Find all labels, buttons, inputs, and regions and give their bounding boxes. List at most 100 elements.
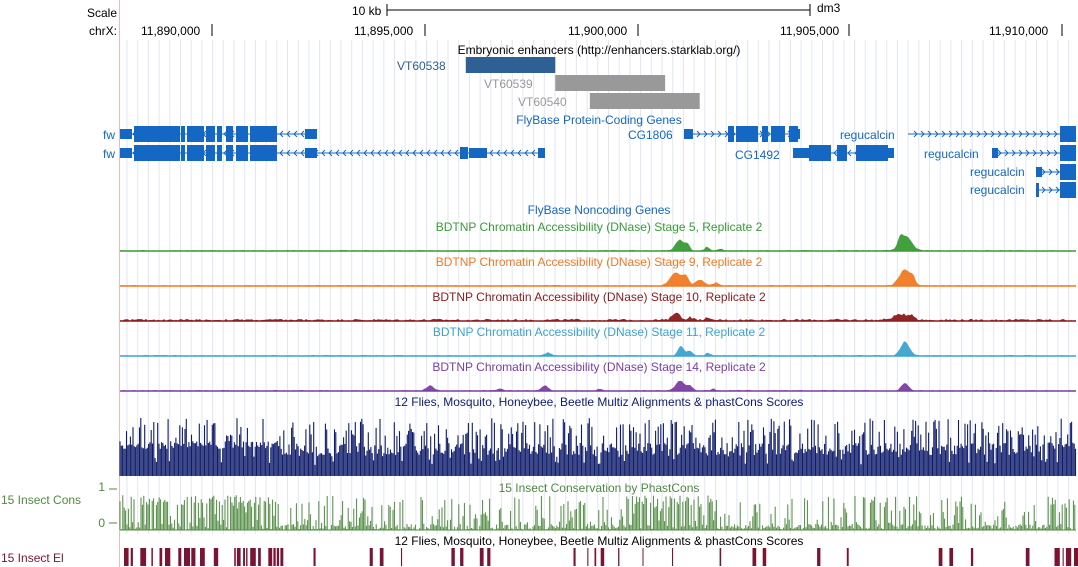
gene-strand-arrow: [927, 130, 932, 138]
conserved-element: [642, 548, 644, 566]
gene-label[interactable]: regucalcin: [970, 183, 1025, 197]
gene-exon: [460, 147, 468, 159]
gene-strand-arrow: [370, 149, 375, 157]
conserved-element: [752, 548, 757, 566]
conserved-element: [234, 548, 236, 566]
gene-strand-arrow: [335, 149, 340, 157]
gene-strand-arrow: [300, 130, 305, 138]
conserved-element: [719, 548, 722, 566]
gene-label[interactable]: CG1806: [628, 128, 673, 142]
conserved-element: [672, 548, 674, 566]
gene-strand-arrow: [913, 130, 918, 138]
conserved-element: [178, 548, 182, 566]
conserved-element: [268, 548, 273, 566]
position-label: 11,895,000: [354, 24, 414, 38]
conserved-element: [130, 548, 133, 566]
gene-exon: [793, 148, 809, 158]
enhancer-block: [465, 57, 556, 73]
track-title-enhancers[interactable]: Embryonic enhancers (http://enhancers.st…: [457, 43, 741, 57]
gene-strand-arrow: [531, 149, 536, 157]
gene-strand-arrow: [847, 149, 852, 157]
gene-label[interactable]: CG1492: [735, 148, 780, 162]
gene-strand-arrow: [1004, 149, 1009, 157]
gene-exon: [217, 126, 222, 142]
conserved-element: [191, 548, 196, 566]
enhancer-label[interactable]: VT60539: [484, 77, 533, 91]
gene-label[interactable]: regucalcin: [840, 128, 895, 142]
gene-strand-arrow: [976, 130, 981, 138]
gene-strand-arrow: [510, 149, 515, 157]
gene-exon: [794, 129, 800, 139]
gene-strand-arrow: [1025, 130, 1030, 138]
gene-strand-arrow: [1032, 130, 1037, 138]
gene-exon: [856, 145, 888, 161]
gene-label[interactable]: regucalcin: [970, 165, 1025, 179]
gene-strand-arrow: [1041, 186, 1046, 194]
gene-exon: [187, 145, 204, 161]
gene-strand-arrow: [1011, 149, 1016, 157]
conserved-element: [1054, 548, 1060, 566]
margin-divider: [119, 0, 120, 567]
track-title-dnase[interactable]: BDTNP Chromatin Accessibility (DNase) St…: [435, 220, 763, 234]
gene-label[interactable]: fw: [103, 128, 115, 142]
track-title-dnase[interactable]: BDTNP Chromatin Accessibility (DNase) St…: [432, 290, 766, 304]
gene-exon: [236, 126, 240, 142]
gene-strand-arrow: [1055, 186, 1060, 194]
gene-strand-arrow: [833, 149, 838, 157]
gene-label[interactable]: fw: [103, 147, 115, 161]
conserved-element: [250, 548, 256, 566]
conserved-element: [379, 548, 384, 566]
conserved-element: [451, 548, 455, 566]
conserved-element: [200, 548, 205, 566]
enhancer-block: [555, 75, 666, 91]
dnase-signal: [120, 312, 1076, 321]
track-title-multiz[interactable]: 12 Flies, Mosquito, Honeybee, Beetle Mul…: [394, 395, 804, 409]
gene-strand-arrow: [293, 130, 298, 138]
chrom-label: chrX:: [88, 24, 117, 38]
enhancer-label[interactable]: VT60540: [518, 95, 567, 109]
gene-strand-arrow: [1025, 149, 1030, 157]
elements-side-label[interactable]: 15 Insect El: [1, 551, 64, 565]
enhancer-label[interactable]: VT60538: [397, 59, 446, 73]
conserved-element: [1062, 548, 1064, 566]
gene-exon: [187, 126, 204, 142]
track-title-dnase[interactable]: BDTNP Chromatin Accessibility (DNase) St…: [432, 360, 766, 374]
gene-strand-arrow: [321, 149, 326, 157]
position-label: 11,900,000: [568, 24, 628, 38]
conserved-element: [273, 548, 276, 566]
conserved-element: [594, 548, 597, 566]
gene-strand-arrow: [419, 149, 424, 157]
track-title-noncoding-genes[interactable]: FlyBase Noncoding Genes: [527, 203, 671, 217]
conserved-element: [1074, 548, 1078, 566]
gene-exon: [1060, 126, 1076, 142]
track-title-dnase[interactable]: BDTNP Chromatin Accessibility (DNase) St…: [435, 255, 763, 269]
scale-bar-text: 10 kb: [352, 4, 382, 18]
gene-strand-arrow: [1004, 130, 1009, 138]
conserved-element: [213, 548, 219, 566]
track-title-elements[interactable]: 12 Flies, Mosquito, Honeybee, Beetle Mul…: [394, 534, 804, 548]
gene-strand-arrow: [1032, 149, 1037, 157]
gene-strand-arrow: [1053, 149, 1058, 157]
conserved-element: [970, 548, 974, 566]
track-title-dnase[interactable]: BDTNP Chromatin Accessibility (DNase) St…: [432, 325, 766, 339]
track-title-phastcons[interactable]: 15 Insect Conservation by PhastCons: [498, 481, 700, 495]
conserved-element: [276, 548, 279, 566]
gene-strand-arrow: [454, 149, 459, 157]
gene-strand-arrow: [489, 149, 494, 157]
conserved-element: [401, 548, 403, 566]
track-title-coding-genes[interactable]: FlyBase Protein-Coding Genes: [516, 113, 682, 127]
gene-exon: [1060, 182, 1076, 198]
gene-strand-arrow: [524, 149, 529, 157]
gene-exon: [250, 145, 257, 161]
conserved-element: [846, 548, 849, 566]
conserved-element: [938, 548, 943, 566]
gene-exon: [120, 129, 132, 139]
phastcons-side-label[interactable]: 15 Insect Cons: [1, 493, 82, 507]
gene-label[interactable]: regucalcin: [924, 147, 979, 161]
gene-strand-arrow: [941, 130, 946, 138]
gene-strand-arrow: [696, 130, 701, 138]
gene-strand-arrow: [377, 149, 382, 157]
gene-strand-arrow: [503, 149, 508, 157]
